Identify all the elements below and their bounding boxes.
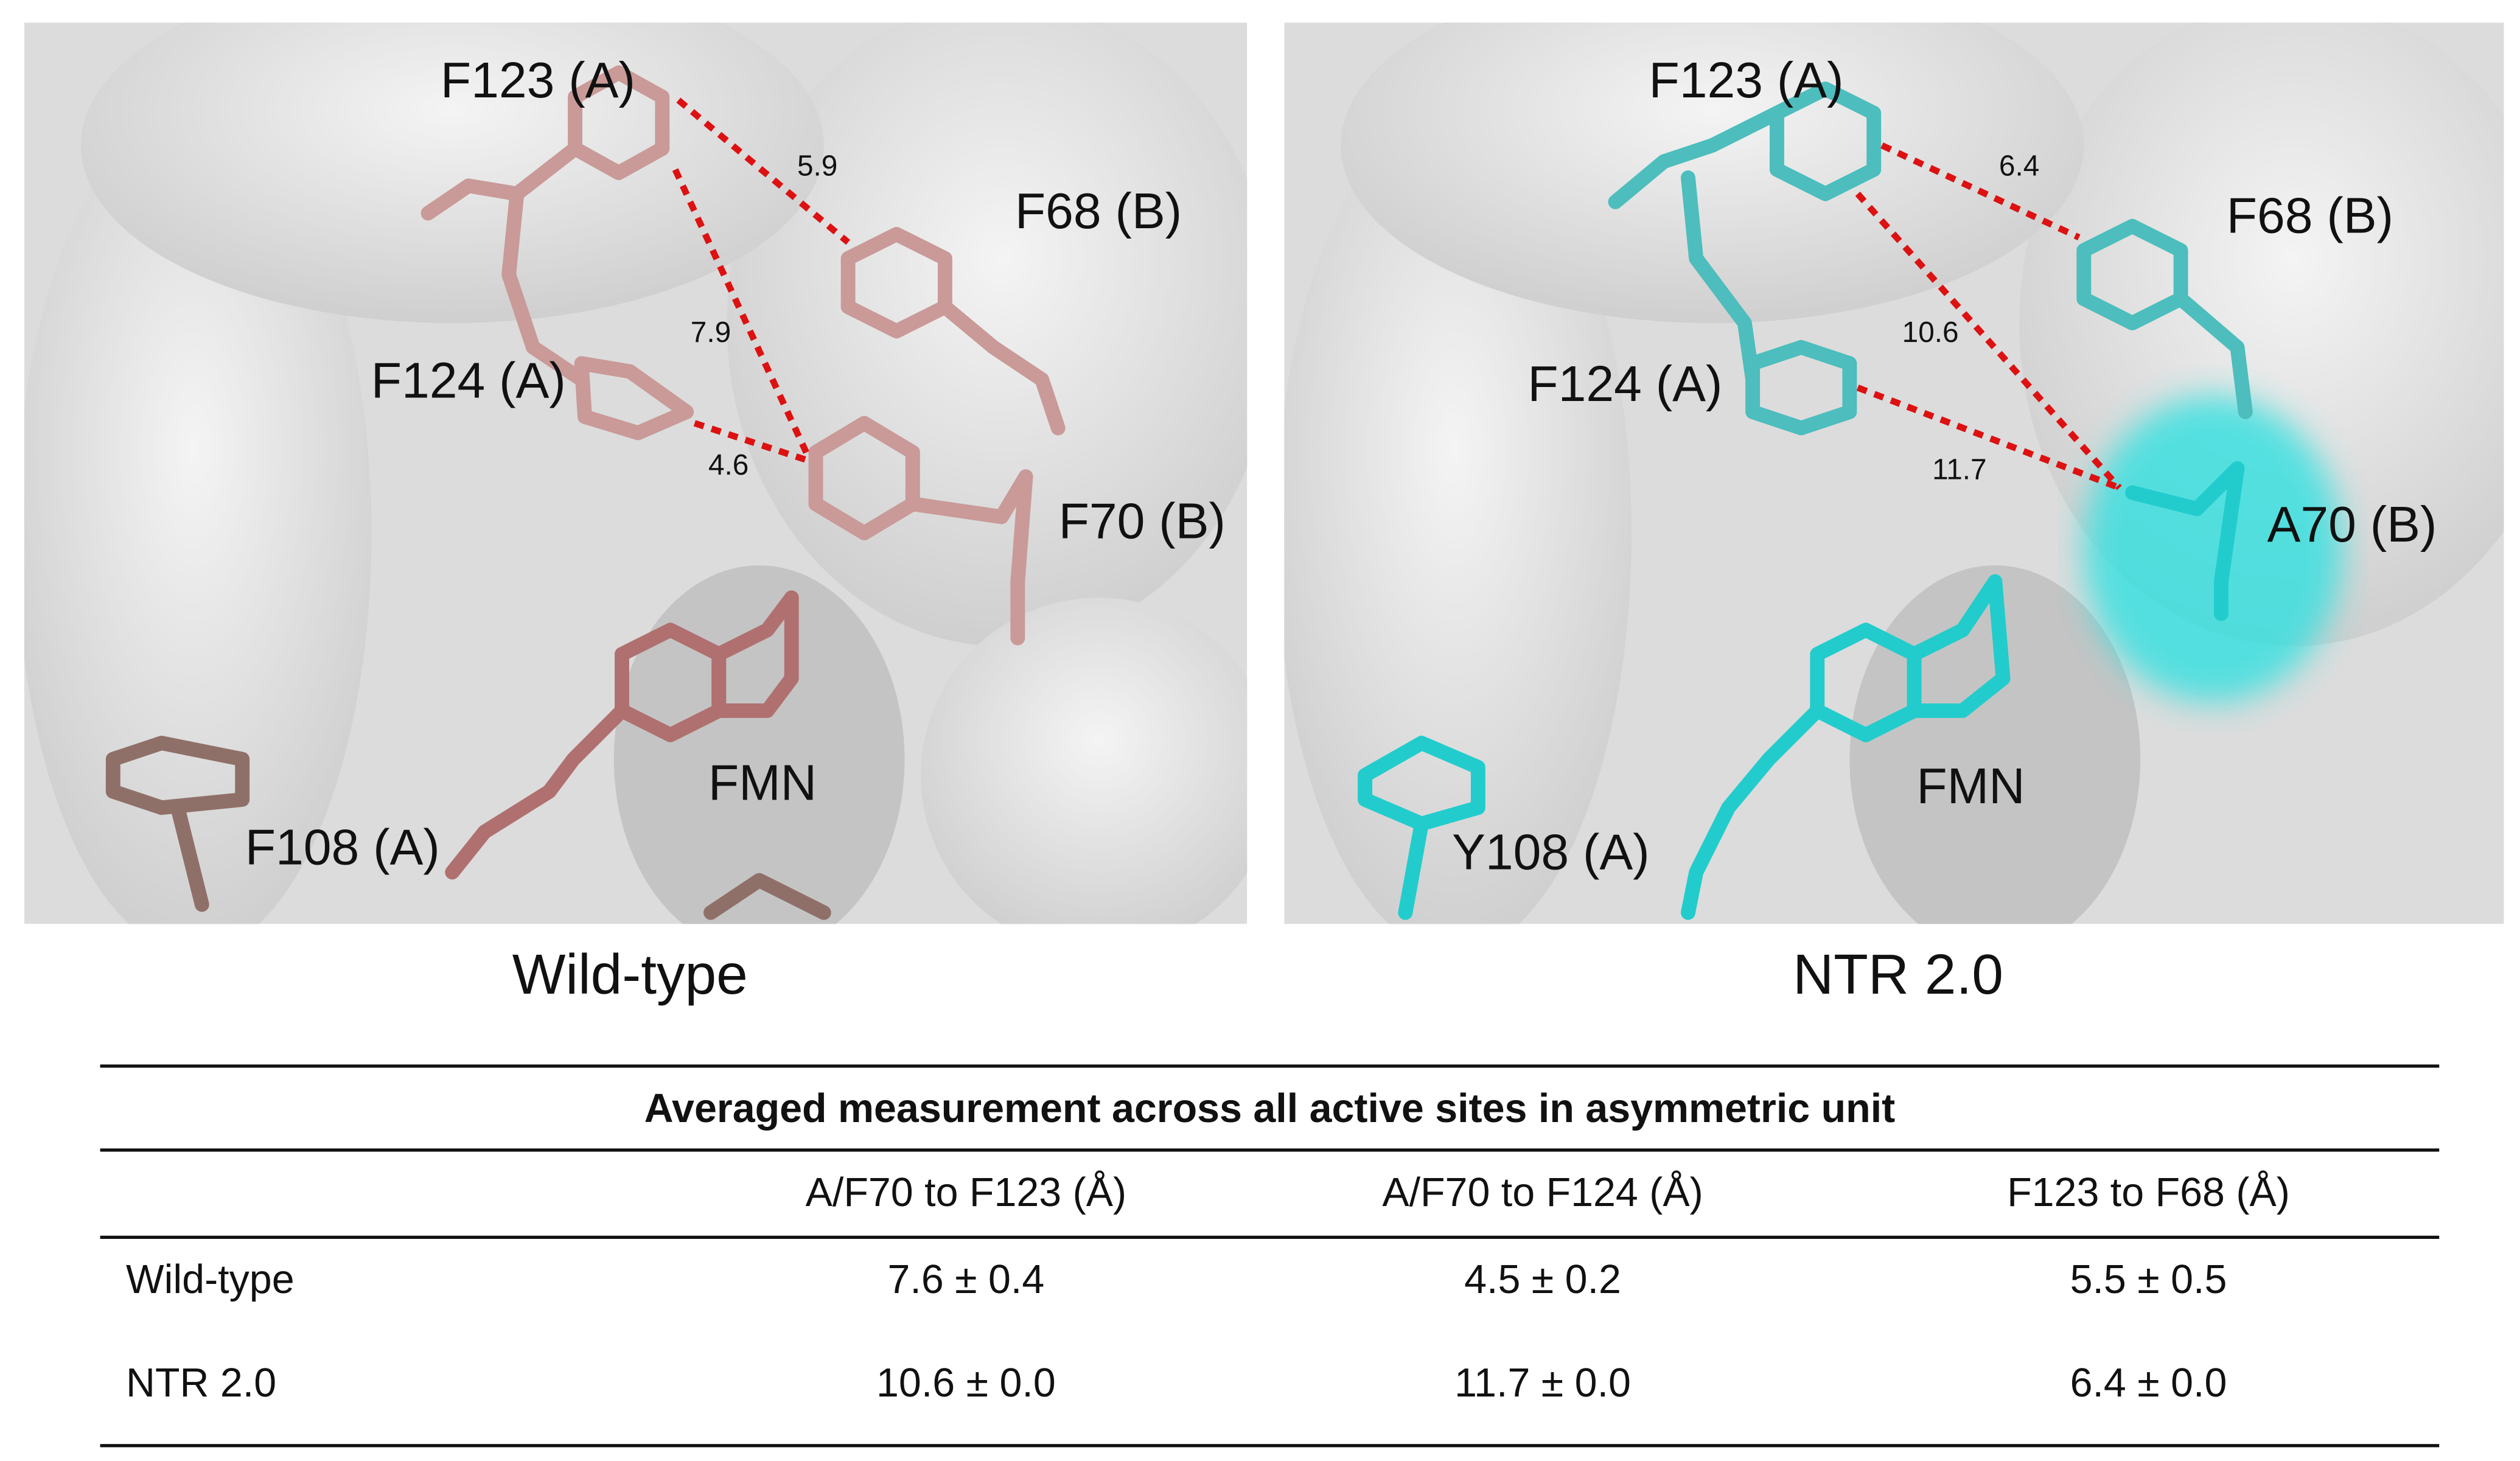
- column-header: A/F70 to F124 (Å): [1382, 1170, 1703, 1215]
- residue-label: F124 (A): [371, 354, 566, 409]
- table-cell: 4.5 ± 0.2: [1464, 1257, 1621, 1302]
- distance-label: 5.9: [797, 150, 837, 183]
- distance-line: [1855, 192, 2122, 490]
- column-header: A/F70 to F123 (Å): [806, 1170, 1126, 1215]
- table-rules: [100, 1064, 2440, 1448]
- distance-line: [693, 420, 809, 464]
- table-cell: 7.6 ± 0.4: [887, 1257, 1044, 1302]
- panel-caption: NTR 2.0: [1793, 943, 2003, 1006]
- distance-line: [676, 97, 851, 245]
- fmn-sticks: [445, 590, 799, 880]
- table-cell: 10.6 ± 0.0: [876, 1361, 1056, 1406]
- panel-caption: Wild-type: [512, 943, 748, 1006]
- residue-label: F123 (A): [1649, 53, 1843, 108]
- residue-label: F123 (A): [441, 53, 635, 108]
- residue-label: A70 (B): [2267, 497, 2437, 553]
- distance-lines: [672, 97, 2122, 491]
- structure-panel: [1284, 23, 2504, 924]
- residue-sticks: [421, 65, 1066, 646]
- distance-label: 6.4: [1999, 150, 2039, 183]
- row-label: Wild-type: [126, 1257, 295, 1302]
- residue-label: FMN: [1916, 759, 2025, 814]
- residue-label: F124 (A): [1527, 357, 1722, 412]
- distance-line: [1856, 385, 2121, 491]
- distance-label: 7.9: [691, 316, 731, 349]
- residue-label: Y108 (A): [1452, 825, 1650, 880]
- row-label: NTR 2.0: [126, 1361, 276, 1406]
- distance-label: 11.7: [1932, 454, 1986, 486]
- table-cell: 6.4 ± 0.0: [2070, 1361, 2227, 1406]
- residue-sticks: [105, 736, 831, 920]
- distance-label: 4.6: [708, 449, 749, 481]
- distance-label: 10.6: [1902, 316, 1959, 349]
- fmn-sticks: [1358, 461, 2245, 920]
- residue-label: FMN: [708, 755, 817, 811]
- column-header: F123 to F68 (Å): [2007, 1170, 2290, 1215]
- table-cell: 5.5 ± 0.5: [2070, 1257, 2227, 1302]
- residue-label: F68 (B): [2227, 189, 2393, 244]
- structure-panel: [24, 23, 1248, 924]
- residue-label: F70 (B): [1059, 493, 1226, 549]
- table-title: Averaged measurement across all active s…: [644, 1086, 1896, 1131]
- residue-sticks: [1608, 82, 2253, 436]
- residue-label: F68 (B): [1015, 184, 1182, 239]
- residue-label: F108 (A): [245, 820, 440, 876]
- distance-line: [1880, 142, 2081, 241]
- table-cell: 11.7 ± 0.0: [1454, 1361, 1631, 1406]
